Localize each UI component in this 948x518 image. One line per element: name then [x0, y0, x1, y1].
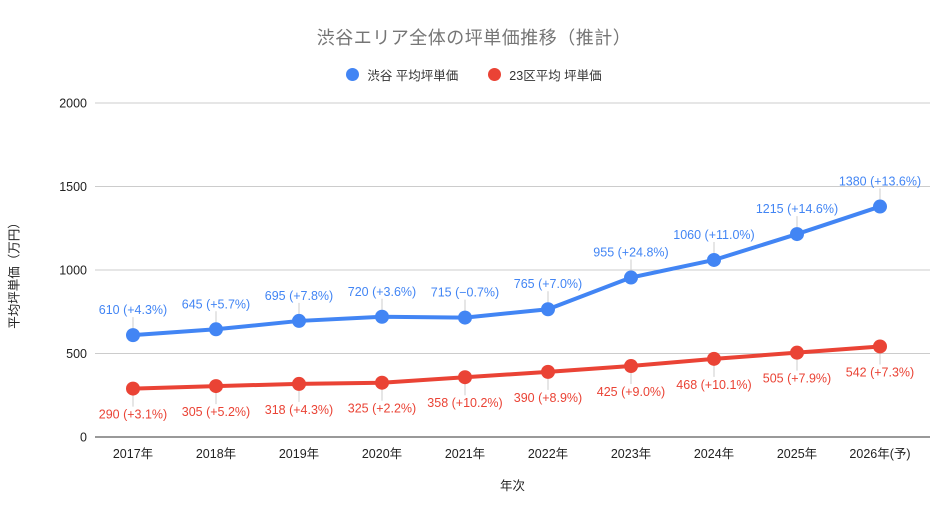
data-point-1-2021年[interactable]	[458, 370, 472, 385]
legend-item-23ku[interactable]: 23区平均 坪単価	[488, 65, 602, 84]
data-point-1-2024年[interactable]	[707, 351, 721, 366]
data-point-0-2018年[interactable]	[209, 322, 223, 337]
series-line-0	[131, 204, 882, 338]
data-label-0-2025年: 1215 (+14.6%)	[756, 202, 838, 216]
x-tick-label-2018: 2018年	[196, 447, 236, 461]
x-axis-title: 年次	[499, 479, 525, 493]
x-tick-label-2026: 2026年(予)	[849, 447, 910, 461]
x-tick-label-2019: 2019年	[279, 447, 319, 461]
data-point-1-2020年[interactable]	[375, 375, 389, 390]
y-tick-label-0: 0	[80, 431, 87, 445]
data-point-1-2018年[interactable]	[209, 379, 223, 394]
x-tick-label-2022: 2022年	[528, 447, 568, 461]
legend-dot-blue-icon	[346, 68, 360, 81]
data-label-0-2021年: 715 (−0.7%)	[431, 286, 499, 300]
data-point-0-2019年[interactable]	[292, 313, 306, 328]
data-label-0-2026年(予): 1380 (+13.6%)	[839, 175, 921, 189]
x-tick-label-2024: 2024年	[694, 447, 734, 461]
data-point-0-2022年[interactable]	[541, 302, 555, 317]
x-tick-label-2023: 2023年	[611, 447, 651, 461]
data-label-1-2020年: 325 (+2.2%)	[348, 402, 416, 416]
legend-dot-red-icon	[488, 68, 502, 81]
legend-label-shibuya: 渋谷 平均坪単価	[367, 69, 459, 83]
data-label-0-2019年: 695 (+7.8%)	[265, 289, 333, 303]
data-label-0-2022年: 765 (+7.0%)	[514, 277, 582, 291]
legend-label-23ku: 23区平均 坪単価	[509, 69, 602, 83]
x-tick-label-2020: 2020年	[362, 447, 402, 461]
data-label-1-2025年: 505 (+7.9%)	[763, 372, 831, 386]
data-label-0-2023年: 955 (+24.8%)	[593, 246, 668, 260]
data-point-0-2020年[interactable]	[375, 309, 389, 324]
data-point-0-2017年[interactable]	[126, 328, 140, 343]
data-point-1-2025年[interactable]	[790, 345, 804, 360]
data-point-0-2026年(予)[interactable]	[873, 199, 887, 214]
data-label-0-2017年: 610 (+4.3%)	[99, 303, 167, 317]
y-tick-label-1000: 1000	[59, 264, 87, 278]
data-point-1-2023年[interactable]	[624, 359, 638, 374]
data-label-1-2024年: 468 (+10.1%)	[676, 378, 751, 392]
y-axis-title: 平均坪単価（万円）	[7, 216, 22, 329]
data-label-1-2019年: 318 (+4.3%)	[265, 403, 333, 417]
x-tick-label-2025: 2025年	[777, 447, 817, 461]
data-point-0-2025年[interactable]	[790, 227, 804, 242]
data-point-1-2022年[interactable]	[541, 364, 555, 379]
data-label-0-2020年: 720 (+3.6%)	[348, 285, 416, 299]
data-point-1-2019年[interactable]	[292, 376, 306, 391]
data-label-0-2018年: 645 (+5.7%)	[182, 297, 250, 311]
data-point-1-2017年[interactable]	[126, 381, 140, 396]
y-tick-label-1500: 1500	[59, 180, 87, 194]
data-label-1-2026年(予): 542 (+7.3%)	[846, 365, 914, 379]
data-point-0-2023年[interactable]	[624, 270, 638, 285]
data-label-1-2021年: 358 (+10.2%)	[427, 396, 502, 410]
data-point-1-2026年(予)[interactable]	[873, 339, 887, 354]
data-label-1-2022年: 390 (+8.9%)	[514, 391, 582, 405]
y-tick-label-500: 500	[66, 347, 87, 361]
data-label-0-2024年: 1060 (+11.0%)	[673, 228, 754, 242]
data-label-1-2017年: 290 (+3.1%)	[99, 408, 167, 422]
data-label-1-2023年: 425 (+9.0%)	[597, 385, 665, 399]
chart-legend: 渋谷 平均坪単価 23区平均 坪単価	[0, 65, 948, 84]
chart-title: 渋谷エリア全体の坪単価推移（推計）	[316, 28, 632, 48]
data-point-0-2024年[interactable]	[707, 252, 721, 267]
x-tick-label-2021: 2021年	[445, 447, 485, 461]
y-tick-label-2000: 2000	[59, 97, 87, 111]
legend-item-shibuya[interactable]: 渋谷 平均坪単価	[346, 65, 458, 84]
data-label-1-2018年: 305 (+5.2%)	[182, 405, 250, 419]
x-tick-label-2017: 2017年	[113, 447, 153, 461]
data-point-0-2021年[interactable]	[458, 310, 472, 325]
series-line-1	[131, 344, 882, 391]
